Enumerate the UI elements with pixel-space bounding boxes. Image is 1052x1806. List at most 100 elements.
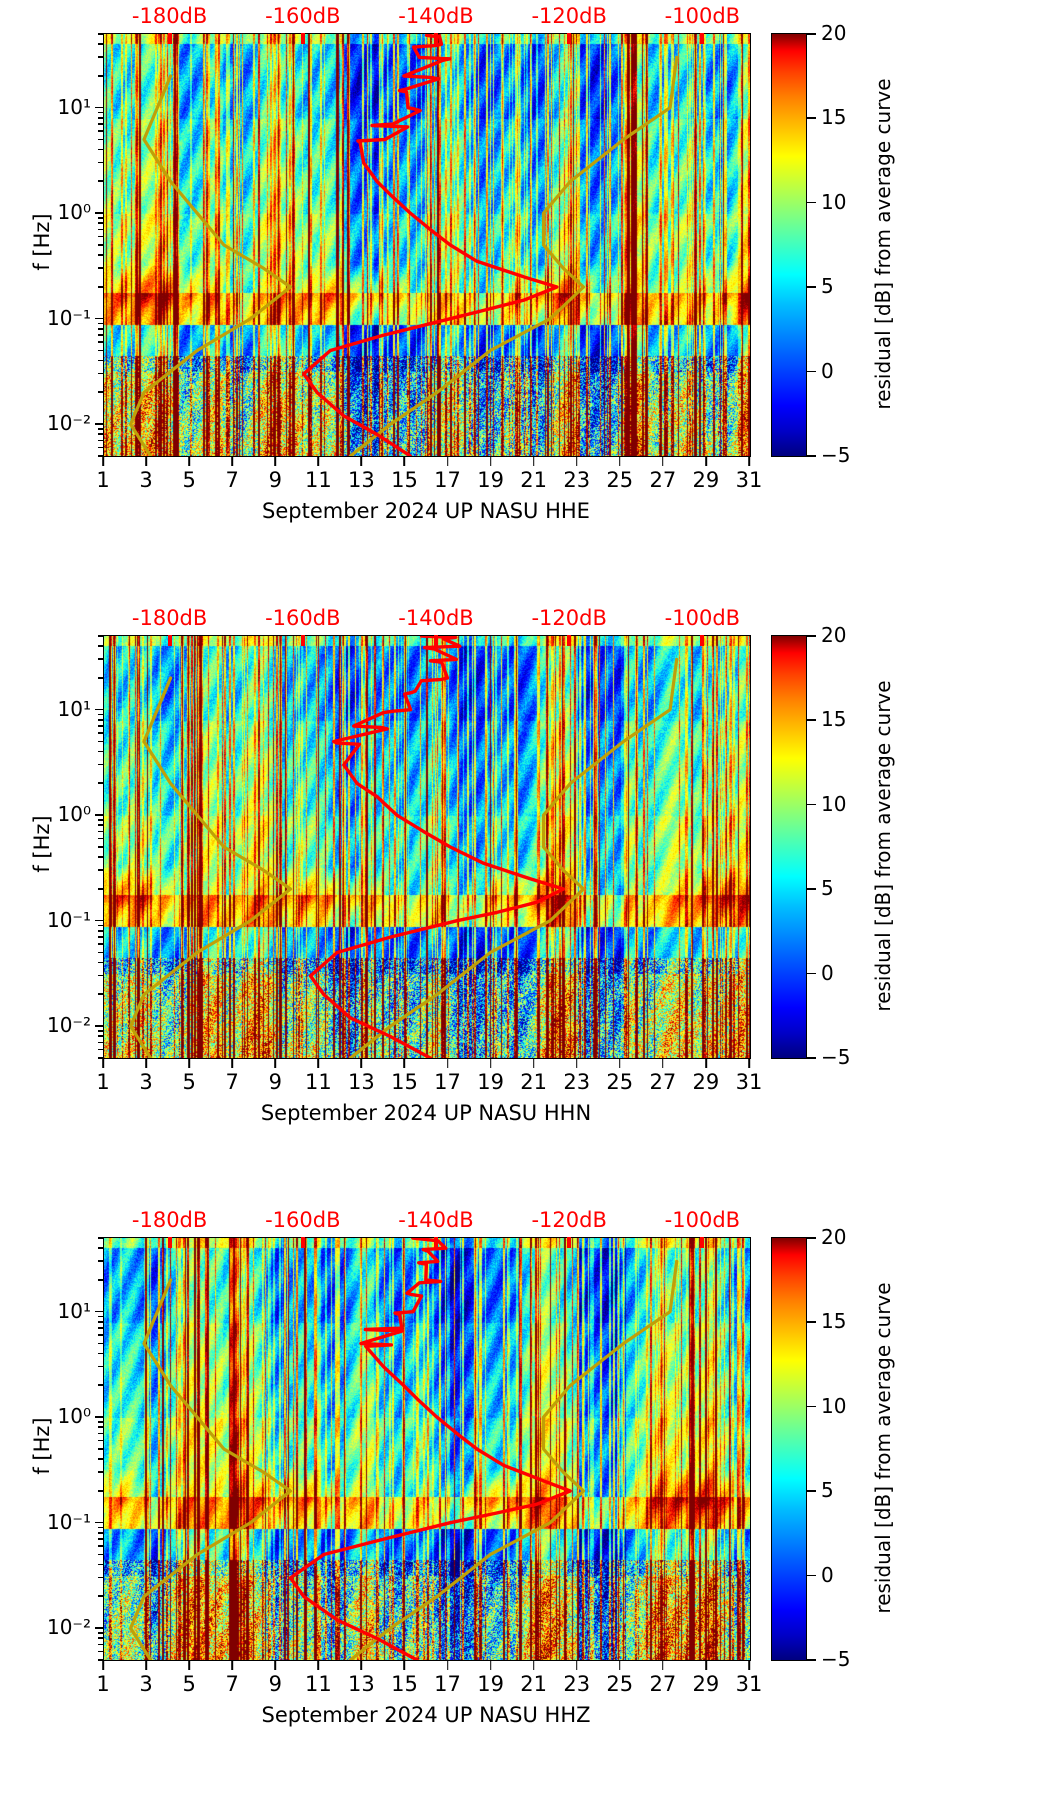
y-axis-minor-tick — [98, 869, 103, 871]
y-axis-minor-tick — [98, 217, 103, 219]
x-axis-tick-label: 31 — [735, 1070, 763, 1094]
x-axis-tick — [360, 457, 363, 466]
x-axis-label: September 2024 UP NASU HHZ — [261, 1703, 591, 1727]
y-axis-minor-tick — [98, 1278, 103, 1281]
y-axis-minor-tick — [98, 1471, 103, 1473]
x-axis-tick — [102, 457, 104, 466]
x-axis-tick-label: 5 — [182, 1672, 196, 1696]
colorbar-tick-label: 20 — [821, 21, 847, 45]
y-axis-minor-tick — [98, 1315, 103, 1318]
psd-db-tick-label: -140dB — [398, 4, 474, 28]
spectrogram-axes — [103, 635, 751, 1059]
y-axis-tick — [95, 919, 103, 922]
x-axis-tick-label: 27 — [649, 1672, 677, 1696]
y-axis-tick — [95, 814, 103, 816]
x-axis-tick — [403, 1059, 406, 1068]
y-axis-minor-tick — [98, 929, 103, 932]
y-axis-minor-tick — [98, 1538, 103, 1540]
x-axis-tick-label: 27 — [649, 468, 677, 492]
y-axis-minor-tick — [98, 635, 103, 637]
x-axis-tick-label: 27 — [649, 1070, 677, 1094]
y-axis-tick — [95, 1025, 103, 1027]
psd-db-tick — [167, 635, 172, 646]
panel-hhe: -180dB -160dB -140dB -120dB -100dB f [Hz] 10¹ 1… — [0, 0, 1052, 602]
x-axis-tick-label: 1 — [96, 468, 110, 492]
psd-db-tick — [567, 635, 572, 646]
y-axis-tick-label: 10⁻² — [46, 411, 91, 436]
psd-db-tick — [300, 33, 305, 44]
y-axis-minor-tick — [98, 1650, 103, 1653]
x-axis-tick-label: 19 — [477, 1672, 504, 1696]
colorbar-tick-label: 10 — [821, 791, 847, 816]
x-axis-tick — [317, 457, 320, 466]
x-axis-tick — [662, 1661, 664, 1670]
x-axis-tick — [532, 457, 535, 466]
y-axis-minor-tick — [98, 1030, 103, 1032]
x-axis-tick — [231, 457, 233, 466]
x-axis-tick — [446, 1661, 449, 1670]
psd-db-axis: -180dB -160dB -140dB -120dB -100dB — [103, 604, 749, 632]
x-axis-tick-label: 17 — [434, 1672, 461, 1696]
colorbar-title: residual [dB] from average curve — [871, 680, 895, 1012]
psd-db-tick — [567, 33, 572, 44]
psd-db-tick-label: -180dB — [131, 606, 208, 630]
y-axis-minor-tick — [98, 658, 103, 660]
y-axis-tick-label: 10⁰ — [57, 802, 91, 827]
x-axis-tick-label: 23 — [563, 1070, 591, 1094]
y-axis-minor-tick — [98, 936, 103, 938]
colorbar: 20 15 10 5 0 −5 residual [dB] from average cur… — [771, 1225, 1021, 1671]
psd-db-tick — [700, 33, 705, 44]
x-axis-tick — [489, 1661, 492, 1670]
colorbar-tick-label: 0 — [821, 358, 834, 383]
x-axis-tick — [575, 1661, 578, 1670]
y-axis-tick — [95, 106, 103, 109]
y-axis-minor-tick — [98, 718, 103, 721]
y-axis-minor-tick — [98, 161, 103, 164]
x-axis-tick — [188, 457, 190, 466]
y-axis-tick — [95, 1416, 103, 1418]
x-axis-tick — [145, 1059, 147, 1068]
x-axis-tick-label: 3 — [139, 468, 153, 492]
x-axis-tick — [532, 1661, 535, 1670]
y-axis-tick — [95, 1310, 103, 1313]
panel-hhn: -180dB -160dB -140dB -120dB -100dB f [Hz] 10¹ 1… — [0, 602, 1052, 1204]
colorbar-tick — [807, 888, 816, 890]
x-axis-tick-label: 1 — [96, 1672, 110, 1696]
x-axis-tick-label: 3 — [139, 1070, 153, 1094]
y-axis-minor-tick — [98, 1342, 103, 1345]
y-axis-minor-tick — [98, 951, 103, 954]
y-axis-minor-tick — [98, 1334, 103, 1336]
y-axis-minor-tick — [98, 1432, 103, 1435]
y-axis-minor-tick — [98, 1421, 103, 1423]
y-axis-minor-tick — [98, 327, 103, 330]
psd-db-axis: -180dB -160dB -140dB -120dB -100dB — [103, 1206, 749, 1234]
x-axis: 1 3 5 7 9 11 13 15 17 19 21 23 25 27 29 31 — [96, 457, 762, 497]
colorbar-gradient — [771, 635, 807, 1059]
y-axis-minor-tick — [98, 676, 103, 679]
y-axis-minor-tick — [98, 1458, 103, 1460]
x-axis-tick-label: 3 — [139, 1672, 153, 1696]
y-axis-minor-tick — [98, 341, 103, 343]
y-axis-minor-tick — [98, 148, 103, 151]
y-axis-tick-label: 10⁰ — [57, 200, 91, 225]
x-axis-tick-label: 11 — [304, 1672, 332, 1696]
y-axis-minor-tick — [98, 1365, 103, 1368]
x-axis-tick — [619, 457, 621, 466]
spectrogram-axes — [103, 1237, 751, 1661]
y-axis-minor-tick — [98, 830, 103, 833]
colorbar-tick-label: 5 — [821, 876, 834, 901]
colorbar-gradient — [771, 1237, 807, 1661]
y-axis-minor-tick — [98, 1526, 103, 1529]
colorbar-tick-label: 15 — [821, 707, 847, 732]
colorbar-tick-label: 5 — [821, 274, 834, 299]
y-axis-tick — [95, 1521, 103, 1524]
colorbar-tick — [807, 1659, 816, 1661]
x-axis-tick — [188, 1059, 190, 1068]
y-axis-minor-tick — [98, 961, 103, 964]
x-axis-tick-label: 23 — [563, 1672, 591, 1696]
x-axis-tick-label: 17 — [434, 468, 461, 492]
y-axis-tick-label: 10¹ — [57, 1298, 91, 1323]
y-axis-minor-tick — [98, 33, 103, 35]
colorbar-tick-label: 15 — [821, 1309, 847, 1334]
colorbar-tick-label: −5 — [821, 1045, 851, 1069]
